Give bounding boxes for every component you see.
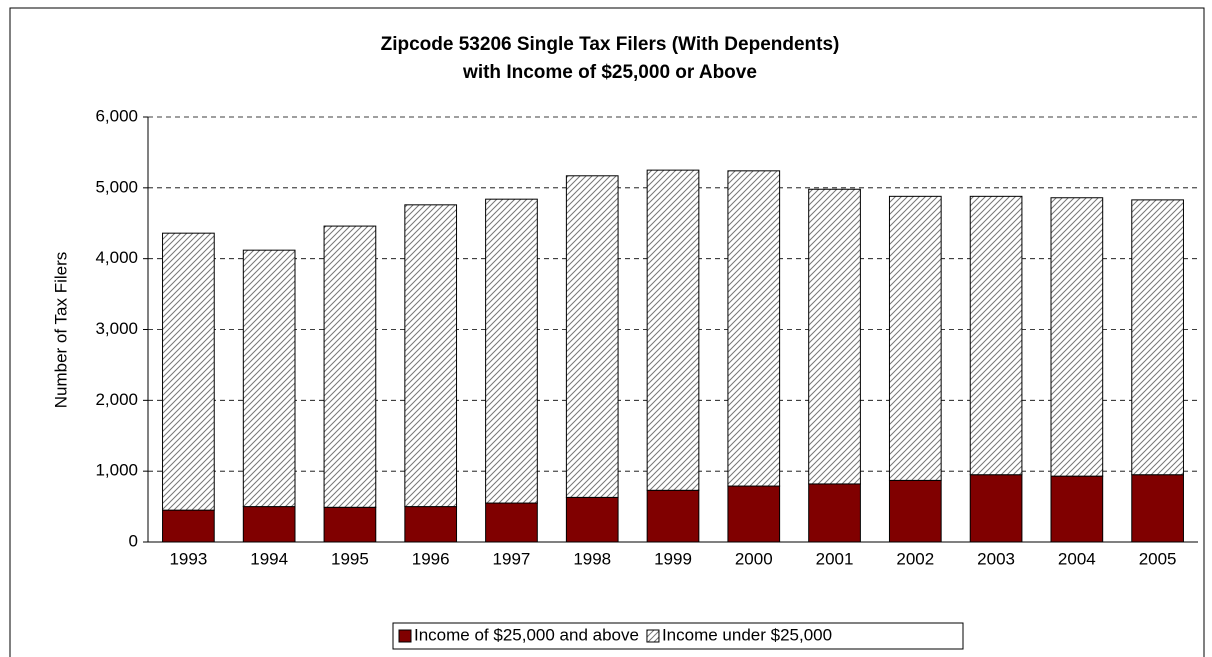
legend: Income of $25,000 and above Income under … bbox=[392, 622, 964, 650]
x-tick-label: 2002 bbox=[896, 549, 934, 568]
bar-segment bbox=[485, 198, 538, 504]
bar-segment bbox=[646, 169, 700, 491]
bar-segment bbox=[727, 485, 781, 543]
bar-segment bbox=[1050, 197, 1104, 477]
x-tick-label: 1998 bbox=[573, 549, 611, 568]
x-tick-label: 1995 bbox=[331, 549, 369, 568]
bar-segment bbox=[1131, 474, 1184, 543]
bar-segment bbox=[969, 474, 1023, 543]
bar-segment bbox=[323, 225, 377, 508]
y-tick-label: 4,000 bbox=[95, 248, 138, 267]
y-tick-label: 2,000 bbox=[95, 390, 138, 409]
bar-segment bbox=[404, 204, 458, 508]
legend-swatch bbox=[646, 629, 660, 643]
bar-segment bbox=[888, 195, 942, 481]
x-tick-label: 2004 bbox=[1058, 549, 1096, 568]
x-tick-label: 2000 bbox=[735, 549, 773, 568]
bar-segment bbox=[646, 489, 700, 543]
y-tick-label: 1,000 bbox=[95, 461, 138, 480]
x-tick-label: 1994 bbox=[250, 549, 288, 568]
bar-segment bbox=[808, 483, 861, 543]
y-axis-label: Number of Tax Filers bbox=[51, 252, 70, 409]
legend-swatch bbox=[398, 629, 412, 643]
y-tick-label: 0 bbox=[129, 531, 138, 550]
y-tick-label: 5,000 bbox=[95, 177, 138, 196]
y-tick-label: 6,000 bbox=[95, 106, 138, 125]
bar-segment bbox=[162, 509, 215, 543]
chart-title: Zipcode 53206 Single Tax Filers (With De… bbox=[381, 34, 840, 55]
bar-segment bbox=[162, 232, 215, 511]
x-tick-label: 1993 bbox=[169, 549, 207, 568]
bar-segment bbox=[1131, 199, 1184, 476]
bar-segment bbox=[565, 175, 619, 498]
x-tick-label: 2003 bbox=[977, 549, 1015, 568]
bar-segment bbox=[969, 195, 1023, 476]
bar-segment bbox=[565, 496, 619, 543]
x-tick-label: 1996 bbox=[412, 549, 450, 568]
legend-label: Income of $25,000 and above bbox=[414, 625, 639, 644]
bar-segment bbox=[808, 188, 861, 485]
bar-segment bbox=[888, 479, 942, 543]
x-tick-label: 1999 bbox=[654, 549, 692, 568]
bar-segment bbox=[727, 170, 781, 487]
x-tick-label: 2005 bbox=[1139, 549, 1177, 568]
chart-title: with Income of $25,000 or Above bbox=[462, 62, 757, 83]
bar-segment bbox=[242, 249, 296, 508]
x-tick-label: 2001 bbox=[816, 549, 854, 568]
legend-box bbox=[392, 622, 964, 650]
bar-segment bbox=[485, 502, 538, 543]
bar-segment bbox=[242, 506, 296, 543]
bar-segment bbox=[404, 506, 458, 543]
x-tick-label: 1997 bbox=[493, 549, 531, 568]
legend-label: Income under $25,000 bbox=[662, 625, 832, 644]
bar-segment bbox=[1050, 475, 1104, 543]
bar-segment bbox=[323, 506, 377, 543]
y-tick-label: 3,000 bbox=[95, 319, 138, 338]
